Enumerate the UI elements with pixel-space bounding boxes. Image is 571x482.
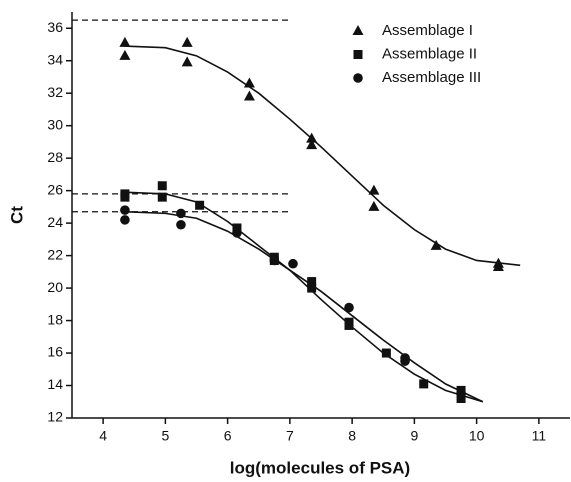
x-tick-label: 10 [469, 428, 485, 444]
marker-circle [120, 205, 130, 215]
x-tick-label: 6 [224, 428, 232, 444]
marker-square [157, 181, 167, 191]
marker-triangle [368, 200, 380, 211]
marker-circle [344, 302, 354, 313]
marker-circle [232, 228, 242, 238]
marker-square [344, 320, 354, 330]
marker-triangle [119, 49, 131, 60]
y-tick-label: 36 [47, 19, 63, 35]
marker-square [232, 223, 242, 233]
marker-circle [456, 388, 466, 399]
marker-square [381, 348, 391, 358]
x-tick-label: 9 [410, 428, 418, 444]
marker-circle [176, 208, 186, 219]
marker-triangle [306, 132, 318, 143]
marker-square [307, 277, 317, 287]
marker-triangle [492, 260, 504, 271]
marker-circle [120, 215, 130, 225]
marker-triangle [243, 77, 255, 88]
marker-triangle [306, 139, 318, 150]
marker-circle [176, 219, 186, 230]
marker-triangle [119, 36, 131, 47]
marker-triangle [430, 239, 442, 250]
marker-circle [288, 258, 298, 269]
y-tick-label: 32 [47, 84, 63, 100]
y-tick-label: 34 [47, 51, 63, 67]
marker-square [120, 192, 130, 202]
x-tick-label: 5 [161, 428, 169, 444]
x-tick-label: 7 [286, 428, 294, 444]
y-tick-label: 18 [47, 311, 63, 327]
y-tick-label: 12 [47, 409, 63, 425]
marker-circle [400, 356, 410, 366]
legend-label: Assemblage I [382, 22, 473, 39]
marker-square [195, 200, 205, 210]
y-tick-label: 26 [47, 181, 63, 197]
legend-marker [353, 73, 363, 83]
y-tick-label: 28 [47, 149, 63, 165]
marker-triangle [181, 36, 193, 47]
x-tick-label: 11 [532, 428, 547, 444]
marker-square [307, 283, 317, 293]
legend-label: Assemblage III [382, 69, 481, 86]
y-tick-label: 16 [47, 344, 63, 360]
marker-triangle [181, 56, 193, 67]
fit-curve [124, 191, 484, 403]
x-tick-label: 8 [348, 428, 356, 444]
y-tick-label: 30 [47, 116, 63, 132]
marker-square [419, 379, 429, 389]
marker-circle [269, 255, 280, 266]
fit-curve [124, 45, 521, 267]
y-tick-label: 14 [47, 376, 63, 392]
y-tick-label: 24 [47, 214, 63, 230]
marker-square [157, 192, 167, 202]
fit-curve [124, 210, 484, 403]
marker-triangle [368, 184, 380, 195]
legend-marker [352, 25, 364, 35]
y-tick-label: 20 [47, 279, 63, 295]
y-tick-label: 22 [47, 246, 63, 262]
y-axis-title: Ct [7, 206, 26, 224]
legend-marker [353, 50, 363, 59]
x-axis-title: log(molecules of PSA) [230, 458, 410, 477]
marker-square [456, 394, 466, 404]
marker-triangle [243, 90, 255, 101]
legend-label: Assemblage II [382, 45, 477, 62]
x-tick-label: 4 [99, 428, 107, 444]
